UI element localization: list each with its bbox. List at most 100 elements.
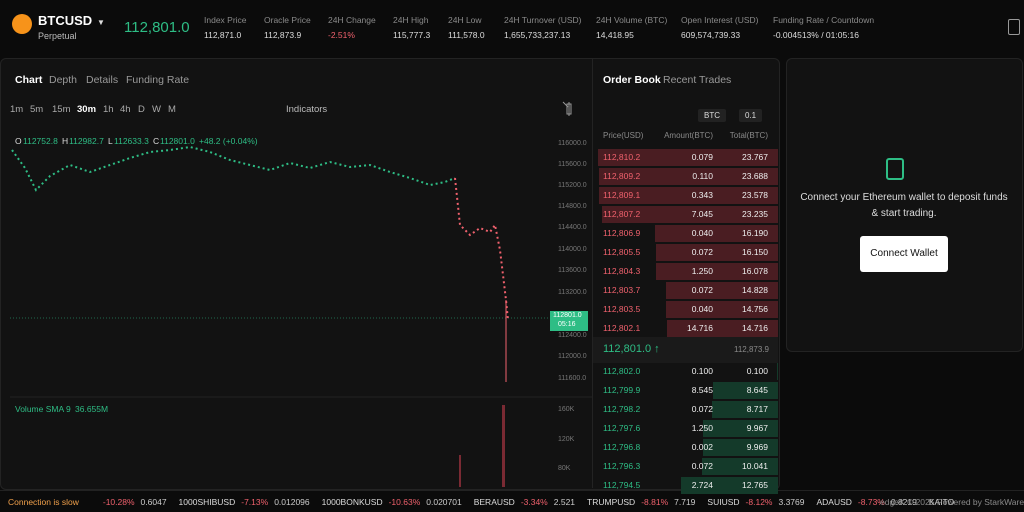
connection-status: Connection is slow	[8, 497, 79, 507]
depth-bar	[598, 149, 778, 166]
interval[interactable]: 1h	[103, 104, 114, 115]
interval[interactable]: M	[168, 104, 176, 115]
column-header: Amount(BTC)	[664, 131, 713, 140]
divider	[592, 58, 593, 488]
ticker-name: SUIUSD	[707, 497, 740, 507]
book-total: 10.041	[742, 461, 768, 471]
interval[interactable]: 4h	[120, 104, 131, 115]
depth-bar	[598, 168, 778, 185]
ohlc-key: H	[62, 136, 69, 146]
book-total: 14.716	[742, 323, 768, 333]
interval[interactable]: 15m	[52, 104, 71, 115]
dropdown[interactable]: ▼	[97, 18, 105, 27]
unit-select[interactable]: BTC	[698, 109, 726, 122]
volume-value: 36.655M	[75, 404, 109, 414]
powered-by: Powered by StarkWare	[937, 497, 1024, 507]
ticker-change: -7.13%	[241, 497, 269, 507]
market: Perpetual	[38, 31, 77, 41]
volume-tick: 160K	[558, 406, 575, 413]
book-amount: 0.040	[691, 304, 713, 314]
book-tab[interactable]: Order Book	[603, 74, 661, 86]
chart-tab[interactable]: Funding Rate	[126, 74, 190, 86]
price-tick: 112000.0	[558, 353, 587, 360]
ticker-price: 0.8219	[890, 497, 917, 507]
book-tab[interactable]: Recent Trades	[663, 74, 732, 86]
ticker-name: ADAUSD	[816, 497, 852, 507]
ticker-name: BERAUSD	[473, 497, 515, 507]
fullscreen[interactable]	[562, 101, 572, 116]
price-tick: 116000.0	[558, 140, 587, 147]
depth-bar	[777, 363, 778, 380]
price-tick: 113200.0	[558, 289, 587, 296]
stat-label: Oracle Price	[264, 15, 311, 25]
stat-label: 24H High	[393, 15, 429, 25]
book-price: 112,798.2	[603, 404, 641, 414]
footer-row: Connection is slow -10.28% 0.6047 1000SHIBU…	[8, 491, 954, 512]
book-amount: 0.100	[691, 366, 713, 376]
calculator[interactable]	[1008, 19, 1020, 35]
book-amount: 0.110	[692, 171, 713, 181]
interval[interactable]: W	[152, 104, 161, 115]
price-tag-countdown: 05:16	[558, 321, 576, 328]
chart-tab[interactable]: Depth	[49, 74, 78, 86]
step-select[interactable]: 0.1	[739, 109, 763, 122]
ticker-change: -10.28%	[102, 497, 135, 507]
ticker-change: -10.63%	[388, 497, 421, 507]
book-amount: 8.545	[691, 385, 713, 395]
book-amount: 7.045	[691, 209, 713, 219]
ohlc-value: 112982.7	[69, 136, 104, 146]
stat-value: 14,418.95	[596, 30, 634, 40]
depth-bar	[701, 458, 778, 475]
price-tag-value: 112801.0	[553, 312, 582, 319]
depth-bar	[655, 225, 778, 242]
ticker-price: 0.020701	[426, 497, 462, 507]
stat-value: 1,655,733,237.13	[504, 30, 571, 40]
interval[interactable]: 30m	[77, 104, 97, 115]
mid-price: 112,801.0 ↑	[603, 343, 660, 355]
interval[interactable]: D	[138, 104, 145, 115]
book-price: 112,804.3	[603, 266, 641, 276]
book-amount: 2.724	[691, 480, 713, 490]
mark-price: 112,873.9	[734, 345, 769, 354]
column-header: Total(BTC)	[729, 131, 768, 140]
book-price: 112,809.2	[603, 171, 641, 181]
ohlc-key: L	[108, 136, 113, 146]
btc-icon	[12, 14, 32, 34]
price-drop	[454, 177, 509, 321]
ticker-name: KAITO	[928, 497, 955, 507]
price-tick: 112400.0	[558, 332, 587, 339]
symbol[interactable]: BTCUSD	[38, 13, 93, 28]
price-tick: 114000.0	[558, 246, 587, 253]
depth-bar	[656, 263, 778, 280]
book-price: 112,807.2	[603, 209, 641, 219]
stat-value: -2.51%	[328, 30, 355, 40]
ohlc-change: +48.2 (+0.04%)	[199, 136, 258, 146]
book-total: 16.190	[742, 228, 768, 238]
ticker-price: 3.3769	[778, 497, 805, 507]
mid-bar	[593, 337, 778, 363]
book-amount: 1.250	[691, 423, 713, 433]
book-total: 23.235	[742, 209, 768, 219]
wallet-icon	[886, 158, 904, 180]
volume-spike	[502, 405, 505, 487]
depth-bar	[702, 420, 778, 437]
stat-label: Funding Rate / Countdown	[773, 15, 875, 25]
book-price: 112,803.7	[603, 285, 641, 295]
chart-tab[interactable]: Details	[86, 74, 119, 86]
book-total: 16.150	[742, 247, 768, 257]
book-total: 23.767	[742, 152, 768, 162]
stat-label: 24H Low	[448, 15, 482, 25]
interval[interactable]: 1m	[10, 104, 24, 115]
book-price: 112,794.5	[603, 480, 641, 490]
depth-bar	[666, 301, 778, 318]
book-price: 112,805.5	[603, 247, 641, 257]
price-tick: 111600.0	[558, 375, 587, 382]
chart-tab[interactable]: Chart	[15, 74, 43, 86]
price-tick: 113600.0	[558, 267, 587, 274]
depth-bar	[712, 382, 778, 399]
stat-label: Open Interest (USD)	[681, 15, 759, 25]
indicators[interactable]: Indicators	[286, 104, 328, 115]
interval[interactable]: 5m	[30, 104, 44, 115]
column-header: Price(USD)	[603, 131, 644, 140]
connect-wallet-button[interactable]: Connect Wallet	[860, 236, 948, 272]
